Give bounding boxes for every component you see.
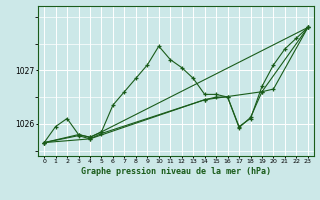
X-axis label: Graphe pression niveau de la mer (hPa): Graphe pression niveau de la mer (hPa) [81, 167, 271, 176]
